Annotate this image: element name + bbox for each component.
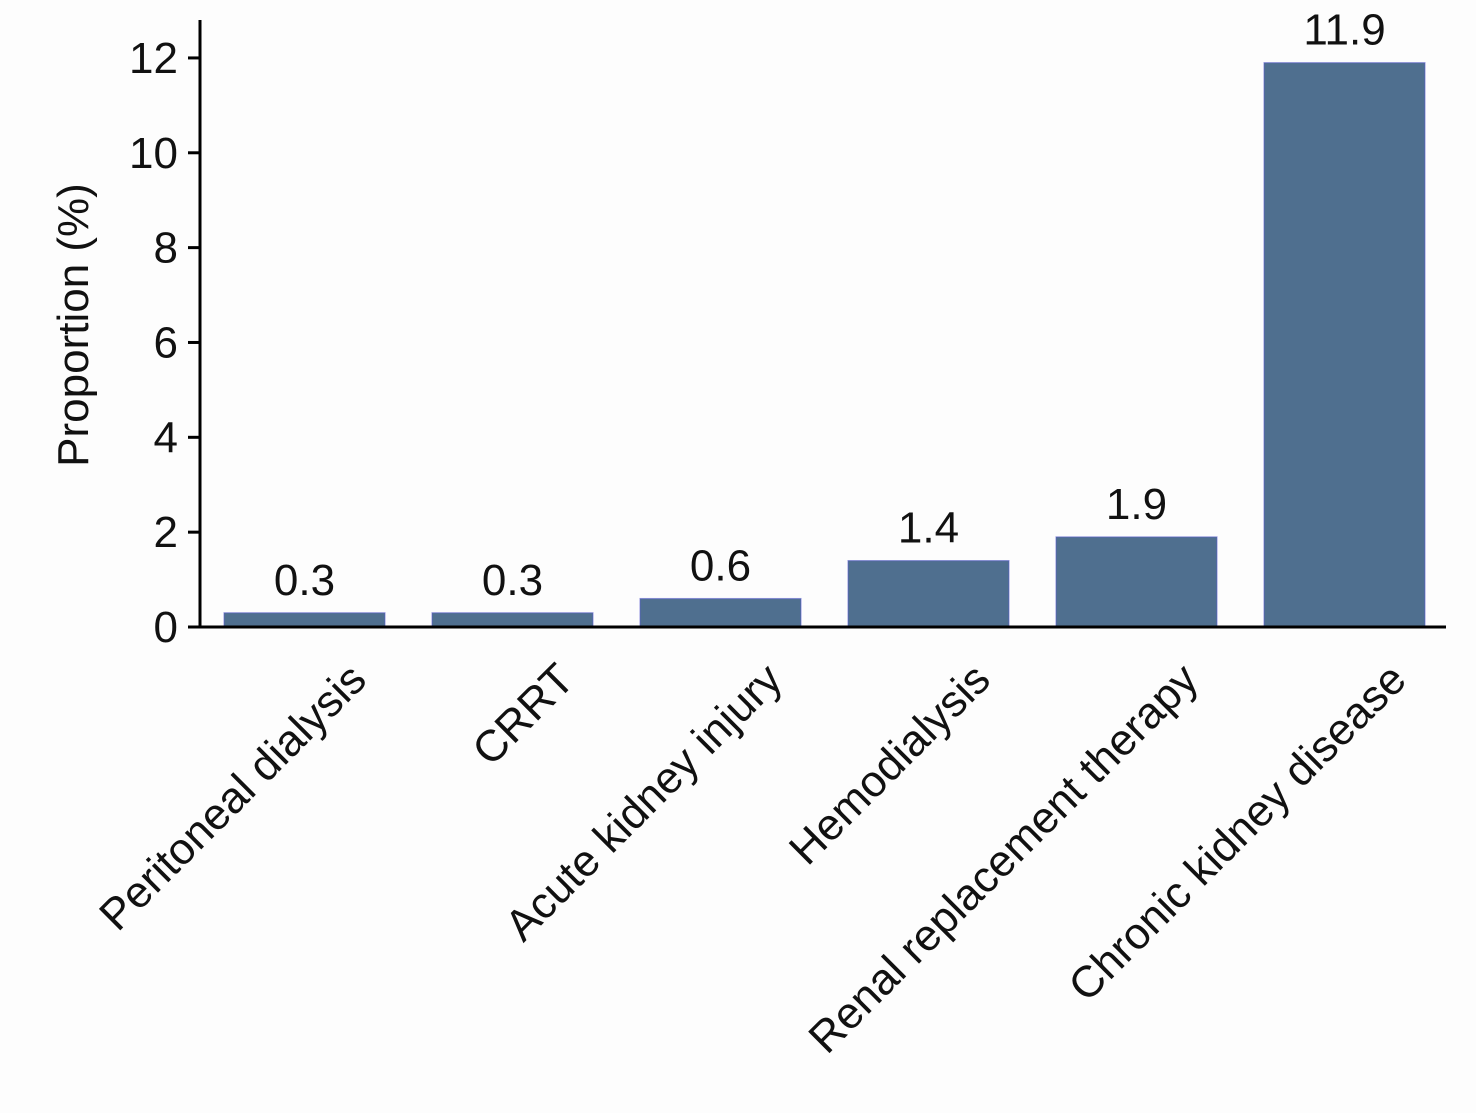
bar-acute-kidney-injury	[640, 598, 801, 627]
value-label: 11.9	[1303, 6, 1385, 55]
bar-chronic-kidney-disease	[1264, 62, 1425, 627]
value-label: 1.4	[898, 504, 959, 553]
y-tick-label: 2	[154, 508, 178, 557]
category-label: Chronic kidney disease	[1059, 654, 1415, 1010]
value-label: 0.6	[690, 542, 751, 591]
bar-renal-replacement-therapy	[1056, 536, 1217, 627]
y-tick-label: 10	[129, 129, 178, 178]
value-label: 0.3	[274, 556, 335, 605]
bar-crrt	[432, 612, 593, 627]
bars	[223, 62, 1426, 628]
y-tick-label: 8	[154, 224, 178, 273]
y-tick-label: 4	[154, 413, 178, 462]
axes	[198, 20, 1446, 629]
y-tick-label: 6	[154, 318, 178, 367]
y-axis-title: Proportion (%)	[49, 183, 98, 467]
category-label: Hemodialysis	[780, 654, 1000, 874]
bar-peritoneal-dialysis	[224, 612, 385, 627]
category-label: CRRT	[463, 654, 584, 775]
y-tick-label: 12	[129, 34, 178, 83]
y-ticks: 0 2 4 6 8 10 12	[129, 34, 200, 652]
category-label: Renal replacement therapy	[799, 654, 1207, 1062]
value-label: 1.9	[1106, 480, 1167, 529]
value-label: 0.3	[482, 556, 543, 605]
y-tick-label: 0	[154, 603, 178, 652]
bar-hemodialysis	[848, 560, 1009, 627]
category-label: Peritoneal dialysis	[90, 654, 375, 939]
value-labels: 0.3 0.3 0.6 1.4 1.9 11.9	[274, 6, 1386, 605]
